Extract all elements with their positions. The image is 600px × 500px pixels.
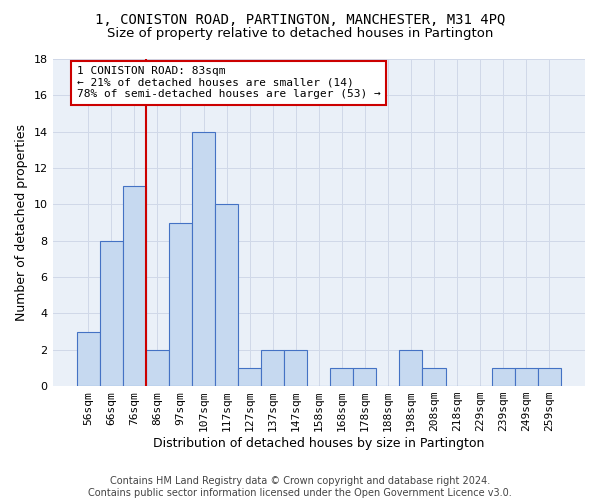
Bar [192, 132, 215, 386]
Bar [77, 332, 100, 386]
Y-axis label: Number of detached properties: Number of detached properties [15, 124, 28, 321]
Bar [491, 368, 515, 386]
Text: 1 CONISTON ROAD: 83sqm
← 21% of detached houses are smaller (14)
78% of semi-det: 1 CONISTON ROAD: 83sqm ← 21% of detached… [77, 66, 380, 100]
Bar [400, 350, 422, 386]
Bar [123, 186, 146, 386]
Bar [238, 368, 261, 386]
Bar [215, 204, 238, 386]
Bar [538, 368, 561, 386]
Bar [100, 240, 123, 386]
Text: Size of property relative to detached houses in Partington: Size of property relative to detached ho… [107, 28, 493, 40]
Text: 1, CONISTON ROAD, PARTINGTON, MANCHESTER, M31 4PQ: 1, CONISTON ROAD, PARTINGTON, MANCHESTER… [95, 12, 505, 26]
X-axis label: Distribution of detached houses by size in Partington: Distribution of detached houses by size … [153, 437, 484, 450]
Bar [330, 368, 353, 386]
Bar [169, 222, 192, 386]
Bar [261, 350, 284, 386]
Bar [284, 350, 307, 386]
Bar [146, 350, 169, 386]
Bar [353, 368, 376, 386]
Bar [515, 368, 538, 386]
Text: Contains HM Land Registry data © Crown copyright and database right 2024.
Contai: Contains HM Land Registry data © Crown c… [88, 476, 512, 498]
Bar [422, 368, 446, 386]
